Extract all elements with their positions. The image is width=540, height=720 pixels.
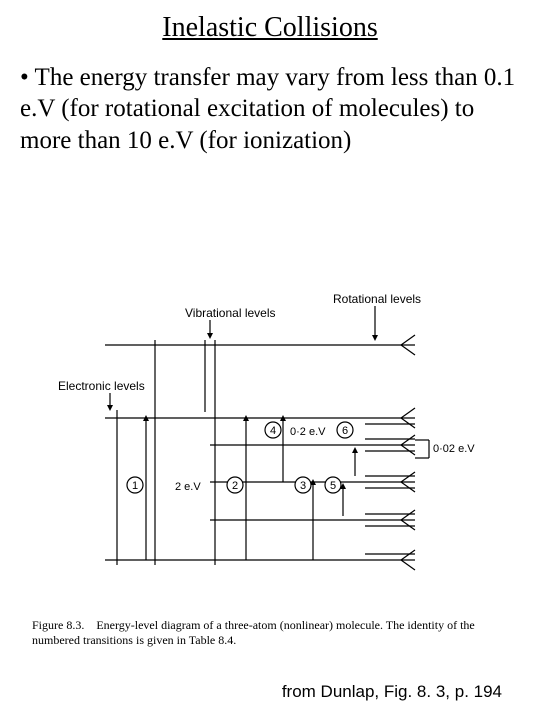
svg-text:1: 1 — [132, 480, 138, 492]
svg-text:Rotational levels: Rotational levels — [333, 292, 421, 306]
figure-source: from Dunlap, Fig. 8. 3, p. 194 — [282, 682, 502, 702]
caption-body: Energy-level diagram of a three-atom (no… — [32, 618, 475, 647]
caption-prefix: Figure 8.3. — [32, 618, 84, 632]
page-title: Inelastic Collisions — [0, 0, 540, 44]
svg-text:4: 4 — [270, 425, 276, 437]
svg-text:0·2 e.V: 0·2 e.V — [290, 426, 326, 438]
svg-text:2: 2 — [232, 480, 238, 492]
slide-page: Inelastic Collisions • The energy transf… — [0, 0, 540, 720]
bullet-text: • The energy transfer may vary from less… — [0, 44, 540, 156]
figure-caption: Figure 8.3. Energy-level diagram of a th… — [32, 618, 510, 648]
svg-text:Vibrational levels: Vibrational levels — [185, 306, 276, 320]
svg-text:2 e.V: 2 e.V — [175, 481, 201, 493]
svg-text:5: 5 — [330, 480, 336, 492]
svg-text:0·02 e.V: 0·02 e.V — [433, 443, 475, 455]
svg-text:Electronic levels: Electronic levels — [58, 379, 145, 393]
svg-text:3: 3 — [300, 480, 306, 492]
energy-level-diagram: 1 2 3 4 5 6 Electronic levels Vibrational level… — [55, 290, 485, 600]
svg-text:6: 6 — [342, 425, 348, 437]
